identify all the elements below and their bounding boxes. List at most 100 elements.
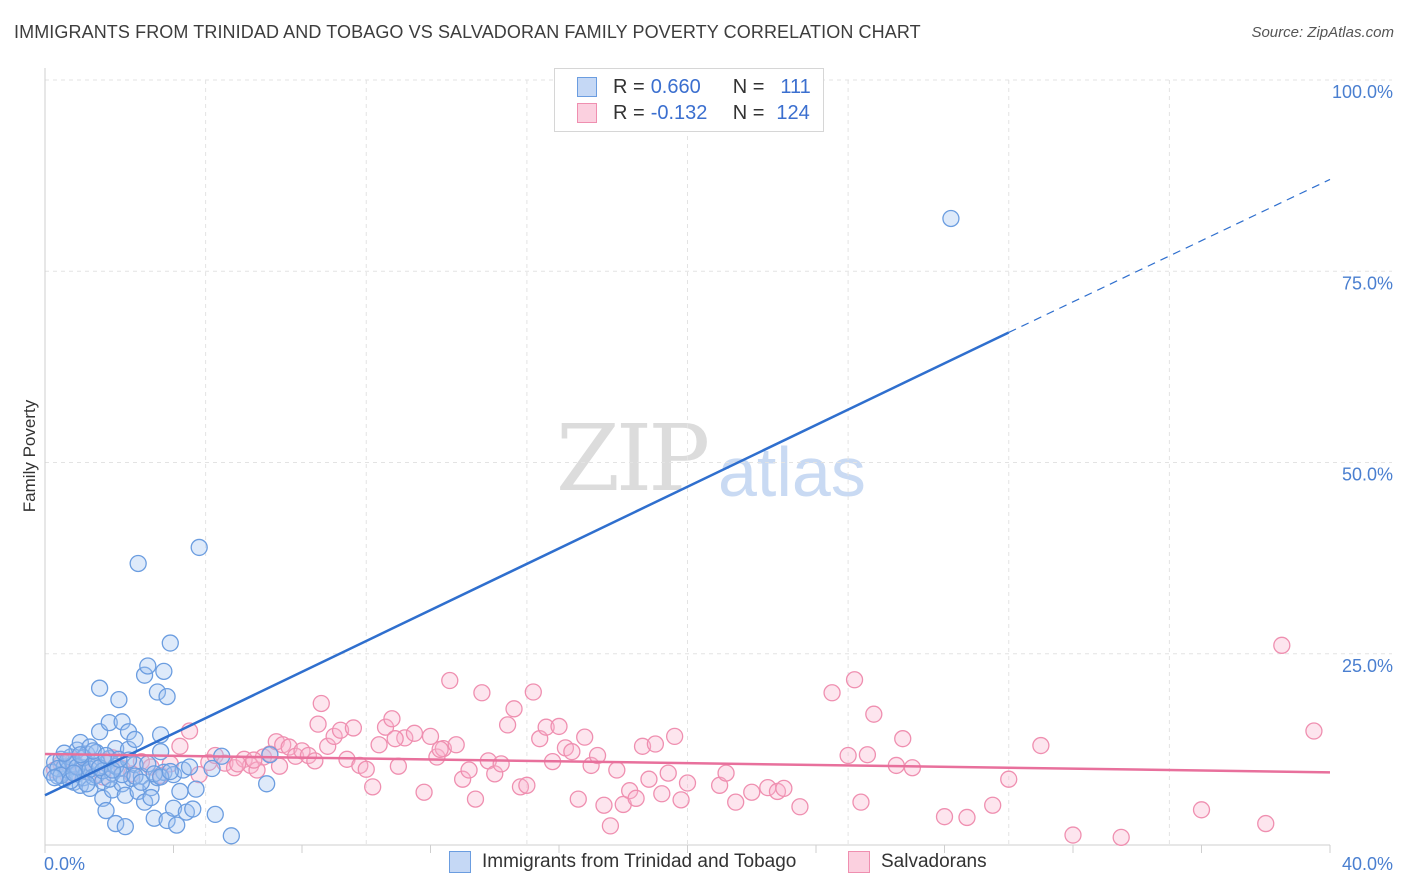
point-salvadoran bbox=[386, 730, 404, 748]
point-salvadoran bbox=[1032, 736, 1050, 755]
chart-title: IMMIGRANTS FROM TRINIDAD AND TOBAGO VS S… bbox=[14, 22, 921, 42]
point-trinidad bbox=[142, 778, 160, 797]
point-salvadoran bbox=[865, 705, 883, 723]
point-salvadoran bbox=[357, 760, 375, 778]
point-salvadoran bbox=[633, 737, 652, 755]
point-salvadoran bbox=[415, 783, 433, 801]
legend-r-label: R = bbox=[613, 101, 645, 124]
point-salvadoran bbox=[306, 752, 324, 770]
blue-swatch-icon bbox=[577, 77, 597, 97]
point-salvadoran bbox=[466, 790, 485, 808]
legend-r-label: R = bbox=[613, 75, 645, 98]
point-trinidad bbox=[90, 679, 109, 697]
point-salvadoran bbox=[672, 791, 690, 809]
legend-item-salvadorans: Salvadorans bbox=[848, 851, 987, 873]
point-trinidad bbox=[129, 554, 147, 573]
point-salvadoran bbox=[431, 740, 449, 759]
point-trinidad bbox=[155, 662, 173, 680]
point-trinidad bbox=[107, 814, 125, 833]
trend-lines bbox=[44, 178, 1331, 797]
point-salvadoran bbox=[453, 770, 472, 788]
point-salvadoran bbox=[839, 746, 857, 765]
point-salvadoran bbox=[858, 746, 877, 764]
point-salvadoran bbox=[601, 817, 620, 835]
point-salvadoran bbox=[903, 759, 922, 777]
series-legend: Immigrants from Trinidad and Tobago Salv… bbox=[0, 851, 1406, 877]
point-salvadoran bbox=[659, 764, 677, 782]
point-trinidad bbox=[161, 634, 179, 652]
trend-line-trinidad-extension bbox=[1008, 178, 1331, 333]
y-tick-label: 50.0% bbox=[1342, 465, 1393, 485]
point-trinidad bbox=[116, 817, 134, 836]
point-salvadoran bbox=[791, 798, 809, 816]
point-salvadoran bbox=[727, 793, 745, 811]
point-trinidad bbox=[45, 769, 64, 787]
legend-item-label: Immigrants from Trinidad and Tobago bbox=[482, 851, 797, 872]
point-salvadoran bbox=[319, 737, 337, 755]
point-salvadoran bbox=[653, 785, 671, 803]
point-salvadoran bbox=[852, 793, 870, 811]
point-trinidad bbox=[190, 538, 208, 557]
point-salvadoran bbox=[576, 728, 594, 746]
legend-item-trinidad: Immigrants from Trinidad and Tobago bbox=[449, 851, 796, 873]
point-trinidad bbox=[203, 759, 221, 778]
blue-swatch-icon bbox=[449, 851, 471, 873]
trend-line-salvadoran bbox=[44, 752, 1331, 774]
point-trinidad bbox=[942, 209, 960, 228]
point-salvadoran bbox=[984, 796, 1002, 814]
trend-line-trinidad bbox=[44, 331, 1010, 797]
point-trinidad bbox=[206, 805, 224, 824]
point-salvadoran bbox=[473, 684, 491, 702]
point-trinidad bbox=[135, 666, 154, 684]
point-trinidad bbox=[139, 657, 157, 675]
point-salvadoran bbox=[460, 761, 478, 779]
point-trinidad bbox=[145, 809, 163, 827]
point-salvadoran bbox=[505, 700, 523, 718]
point-trinidad bbox=[161, 762, 179, 781]
point-trinidad bbox=[110, 691, 128, 709]
legend-n-value: 124 bbox=[776, 101, 810, 124]
point-salvadoran bbox=[1064, 826, 1082, 844]
correlation-legend: R = 0.660 N = 111 R = -0.132 N = 124 bbox=[554, 68, 824, 132]
point-trinidad bbox=[158, 687, 176, 706]
y-tick-label: 75.0% bbox=[1342, 273, 1393, 293]
point-trinidad bbox=[126, 767, 144, 785]
point-salvadoran bbox=[717, 764, 735, 782]
point-salvadoran bbox=[1257, 814, 1275, 833]
point-salvadoran bbox=[325, 727, 343, 746]
point-salvadoran bbox=[775, 779, 793, 798]
point-trinidad bbox=[107, 739, 125, 758]
point-trinidad bbox=[148, 683, 167, 701]
point-salvadoran bbox=[364, 778, 382, 796]
point-trinidad bbox=[132, 773, 151, 791]
point-salvadoran bbox=[537, 718, 555, 736]
grid-lines bbox=[45, 79, 1392, 845]
point-trinidad bbox=[258, 775, 276, 793]
point-salvadoran bbox=[280, 738, 298, 756]
point-trinidad bbox=[151, 768, 170, 786]
point-salvadoran bbox=[486, 765, 504, 783]
point-trinidad bbox=[97, 801, 115, 820]
point-salvadoran bbox=[229, 755, 247, 773]
watermark-zip: ZIP bbox=[556, 405, 710, 512]
legend-row-blue: R = 0.660 N = 111 bbox=[577, 75, 811, 99]
point-salvadoran bbox=[627, 789, 645, 807]
point-trinidad bbox=[164, 765, 183, 784]
point-salvadoran bbox=[312, 694, 330, 713]
legend-item-label: Salvadorans bbox=[881, 851, 987, 872]
tick-labels: 25.0% 50.0% 75.0% 100.0% 0.0% 40.0% bbox=[44, 82, 1393, 874]
point-salvadoran bbox=[666, 727, 684, 746]
point-salvadoran bbox=[441, 671, 459, 690]
point-salvadoran bbox=[1192, 801, 1211, 819]
point-trinidad bbox=[184, 800, 202, 818]
point-salvadoran bbox=[935, 808, 954, 826]
point-trinidad bbox=[180, 758, 199, 776]
pink-swatch-icon bbox=[577, 103, 597, 123]
watermark-atlas: atlas bbox=[718, 433, 866, 511]
legend-n-value: 111 bbox=[780, 75, 811, 98]
point-trinidad bbox=[171, 782, 189, 801]
source-label: Source: ZipAtlas.com bbox=[1251, 24, 1394, 41]
point-salvadoran bbox=[370, 736, 388, 754]
point-salvadoran bbox=[1000, 770, 1018, 788]
